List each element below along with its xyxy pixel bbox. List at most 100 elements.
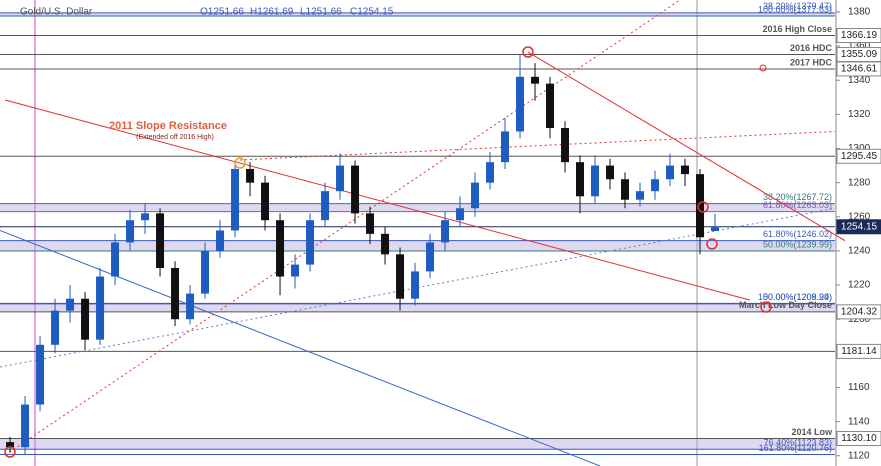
level-note: 38.20%(1379.47): [763, 1, 832, 11]
candle-body: [546, 83, 555, 129]
y-tick-label: 1300: [848, 143, 871, 154]
candle-body: [681, 165, 690, 175]
candle-body: [471, 182, 480, 209]
candle-body: [411, 271, 420, 299]
trendline: [0, 207, 836, 368]
y-tick-label: 1360: [848, 41, 871, 52]
level-note: 76.40%(1123.83): [764, 438, 832, 448]
price-label: 1130.10: [841, 433, 877, 444]
ohlc-high: H1261.69: [250, 7, 294, 18]
y-tick-label: 1260: [848, 211, 871, 222]
pivot-marker: [697, 201, 709, 213]
price-box: [836, 28, 881, 44]
candle-body: [171, 267, 180, 320]
level-note: 2016 High Close: [762, 24, 832, 34]
y-tick-label: 1280: [848, 177, 871, 188]
candle-body: [36, 344, 45, 405]
level-note: March Low Day Close: [739, 300, 832, 310]
level-note: 2016 HDC: [790, 43, 833, 53]
price-label: 1254.15: [841, 221, 878, 232]
candle-body: [576, 162, 585, 197]
candle-body: [531, 76, 540, 84]
candle-body: [426, 242, 435, 272]
pivot-marker: [522, 46, 534, 58]
level-note: 161.80%(1120.76): [759, 443, 832, 453]
level-note: 61.80%(1263.03): [763, 200, 832, 210]
candle-body: [516, 76, 525, 132]
candle-body: [216, 230, 225, 251]
candle-body: [126, 220, 135, 243]
candle-body: [621, 179, 630, 200]
candle-body: [366, 213, 375, 234]
candle-body: [456, 208, 465, 221]
annotation-sub: (Extended off 2016 High): [136, 134, 214, 141]
y-tick-label: 1140: [848, 416, 870, 427]
level-note: 2017 HDC: [790, 57, 833, 67]
price-box: [836, 219, 881, 235]
level-zone: [0, 438, 835, 450]
level-zone: [0, 240, 835, 251]
level-note: 100.00%(1208.99): [758, 292, 832, 302]
candle-body: [381, 233, 390, 255]
candle-body: [156, 213, 165, 268]
level-note: 38.20%(1267.72): [763, 192, 832, 202]
y-tick-label: 1240: [848, 246, 871, 257]
y-tick-label: 1160: [848, 382, 870, 393]
candle-body: [276, 220, 285, 277]
trendline: [239, 130, 836, 161]
candle-body: [321, 191, 330, 221]
y-tick-label: 1200: [848, 314, 871, 325]
trendline: [527, 51, 846, 242]
ohlc-close: C1254.15: [350, 7, 394, 18]
chart-title: Gold/U.S. Dollar: [20, 7, 93, 18]
candle-body: [561, 128, 570, 163]
candle-body: [606, 165, 615, 180]
level-zone: [0, 12, 835, 16]
candle-body: [261, 182, 270, 221]
price-box: [836, 148, 881, 164]
candle-body: [66, 298, 75, 311]
candle-body: [51, 310, 60, 345]
trendline: [4, 0, 681, 456]
level-zone: [0, 203, 835, 212]
level-note: 61.80%(1246.02): [763, 229, 832, 239]
candle-body: [486, 162, 495, 183]
price-box: [836, 431, 881, 447]
ohlc-low: L1251.66: [300, 7, 342, 18]
candle-body: [186, 293, 195, 320]
candle-body: [291, 264, 300, 277]
price-label: 1181.14: [841, 346, 877, 357]
price-label: 1355.09: [841, 49, 878, 60]
pivot-marker: [234, 157, 246, 169]
candle-body: [6, 442, 15, 448]
candle-body: [696, 174, 705, 238]
candle-body: [651, 179, 660, 192]
candle-body: [231, 168, 240, 231]
candle-body: [336, 165, 345, 192]
y-tick-label: 1340: [848, 75, 871, 86]
pivot-marker: [706, 238, 718, 250]
candle-body: [501, 131, 510, 163]
candle-body: [141, 213, 150, 221]
level-zone: [0, 303, 835, 312]
candle-body: [396, 254, 405, 299]
candle-body: [666, 165, 675, 180]
ohlc-open: O1251.66: [200, 7, 244, 18]
candle-body: [201, 250, 210, 294]
pivot-marker: [759, 64, 767, 72]
trendline: [4, 99, 751, 301]
candle-body: [246, 168, 255, 183]
candle-body: [636, 191, 645, 200]
level-note: 50.00%(1239.99): [763, 239, 832, 249]
pivot-marker: [760, 301, 772, 313]
candle-body: [81, 298, 90, 340]
candle-body: [111, 242, 120, 277]
price-label: 1204.32: [841, 306, 878, 317]
level-note: 50.00%(1209.24): [763, 292, 832, 302]
y-tick-label: 1220: [848, 280, 871, 291]
candle-body: [306, 220, 315, 265]
level-note: 100.00%(1377.63): [758, 4, 832, 14]
pivot-marker: [4, 446, 16, 458]
